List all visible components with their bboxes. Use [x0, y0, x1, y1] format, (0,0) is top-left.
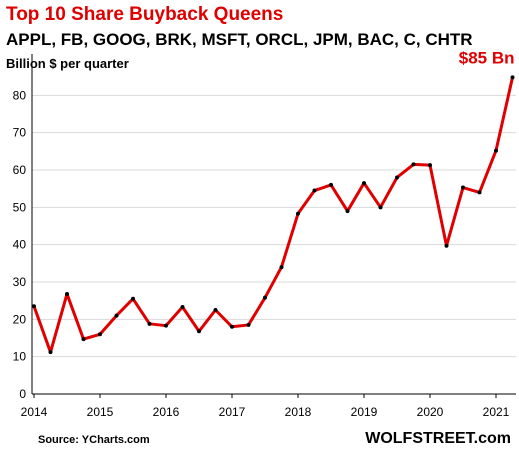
- data-point: [65, 291, 69, 296]
- data-point: [444, 243, 449, 248]
- data-point: [312, 188, 317, 193]
- data-point: [131, 296, 135, 301]
- y-tick-label: 20: [13, 312, 27, 326]
- y-tick-label: 50: [13, 200, 27, 214]
- data-point: [411, 162, 416, 167]
- data-point: [230, 324, 234, 329]
- y-tick-label: 40: [13, 238, 27, 252]
- x-tick-label: 2021: [483, 405, 510, 419]
- y-tick-label: 0: [19, 387, 26, 401]
- source-note: Source: YCharts.com: [38, 434, 150, 446]
- y-tick-label: 70: [13, 126, 27, 140]
- data-point: [164, 323, 168, 328]
- data-point: [114, 313, 119, 318]
- data-point: [197, 329, 201, 334]
- data-point: [98, 332, 102, 337]
- y-axis-label: Billion $ per quarter: [6, 56, 129, 71]
- data-point: [329, 182, 333, 187]
- data-point: [147, 321, 152, 326]
- data-point: [213, 308, 218, 312]
- data-point: [395, 175, 399, 180]
- data-point: [494, 148, 498, 153]
- data-point: [81, 337, 86, 342]
- x-tick-label: 2020: [417, 405, 444, 419]
- data-point: [48, 350, 53, 355]
- y-tick-label: 80: [13, 88, 27, 102]
- x-tick-label: 2015: [87, 405, 114, 419]
- y-tick-label: 60: [13, 163, 27, 177]
- brand-logo: WOLFSTREET.com: [365, 430, 511, 447]
- x-tick-label: 2017: [219, 405, 246, 419]
- data-point: [263, 295, 267, 300]
- chart-title: Top 10 Share Buyback Queens: [6, 4, 284, 25]
- data-point: [296, 211, 300, 216]
- data-point: [246, 322, 251, 327]
- data-point: [461, 185, 465, 190]
- data-point: [32, 304, 36, 309]
- data-point: [378, 205, 383, 210]
- y-tick-label: 10: [13, 350, 27, 364]
- data-point: [477, 190, 482, 195]
- data-point: [510, 75, 515, 80]
- data-point: [428, 163, 432, 168]
- x-tick-label: 2014: [21, 405, 48, 419]
- x-tick-label: 2019: [351, 405, 378, 419]
- x-tick-label: 2016: [153, 405, 180, 419]
- x-tick-label: 2018: [285, 405, 312, 419]
- data-point: [345, 209, 350, 214]
- series-line: [32, 77, 514, 354]
- data-point: [279, 265, 284, 270]
- data-point: [180, 305, 185, 310]
- peak-annotation: $85 Bn: [459, 48, 515, 67]
- data-point: [362, 181, 366, 186]
- y-tick-label: 30: [13, 275, 27, 289]
- chart-subtitle: APPL, FB, GOOG, BRK, MSFT, ORCL, JPM, BA…: [6, 30, 473, 49]
